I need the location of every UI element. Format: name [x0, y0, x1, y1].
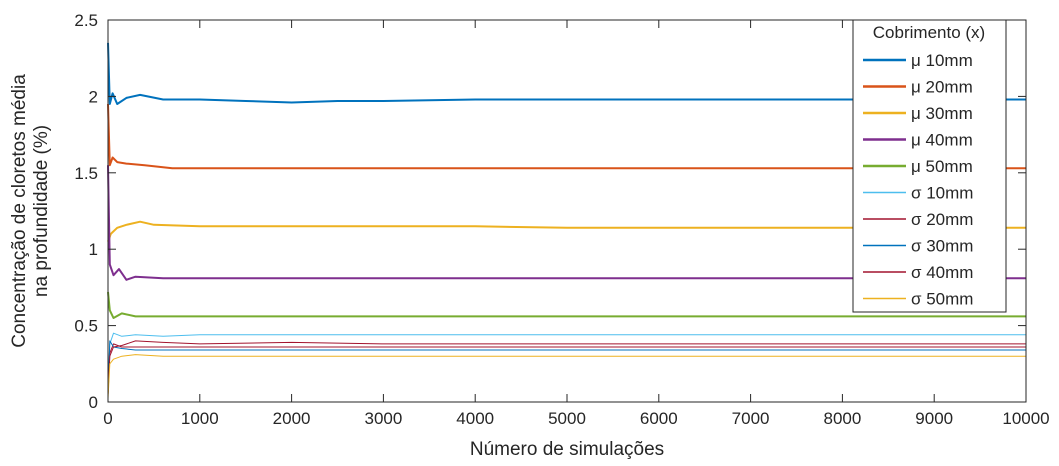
legend-label: μ 20mm	[911, 78, 973, 97]
series-line-9	[107, 340, 1026, 395]
legend-label: σ 50mm	[911, 290, 973, 309]
y-tick-label: 0	[89, 393, 98, 412]
series-line-4	[107, 165, 1026, 281]
legend-label: σ 10mm	[911, 184, 973, 203]
x-tick-label: 3000	[364, 409, 402, 428]
x-tick-label: 10000	[1002, 409, 1049, 428]
x-axis: 0 1000 2000 3000 4000 5000 6000 7000 8000 9000 100…	[103, 20, 1050, 428]
x-tick-label: 9000	[915, 409, 953, 428]
legend-items: μ 10mm μ 20mm μ 30mm μ 40mm μ 50mm σ 10mm σ 20…	[863, 51, 973, 309]
legend-label: σ 30mm	[911, 237, 973, 256]
y-axis-label-line1: Concentração de cloretos média	[9, 74, 30, 348]
y-tick-label: 2	[89, 87, 98, 106]
y-tick-label: 1.5	[74, 164, 98, 183]
x-tick-label: 1000	[181, 409, 219, 428]
series-line-5	[107, 291, 1026, 319]
legend-title: Cobrimento (x)	[873, 23, 985, 42]
x-tick-label: 5000	[548, 409, 586, 428]
series-line-2	[107, 103, 1026, 170]
x-tick-label: 4000	[456, 409, 494, 428]
legend-label: σ 40mm	[911, 263, 973, 282]
series-line-6	[107, 332, 1026, 395]
x-tick-label: 2000	[273, 409, 311, 428]
y-axis-label-line2: na profundidade (%)	[31, 125, 52, 297]
x-tick-label: 0	[103, 409, 112, 428]
y-axis: 0 0.5 1 1.5 2 2.5	[74, 11, 1026, 412]
series-line-1	[107, 42, 1026, 105]
legend-label: μ 10mm	[911, 51, 973, 70]
legend-label: σ 20mm	[911, 210, 973, 229]
series-line-7	[107, 343, 1026, 395]
series-line-8	[107, 340, 1026, 395]
y-tick-label: 1	[89, 240, 98, 259]
x-tick-label: 6000	[640, 409, 678, 428]
series-layer	[107, 42, 1026, 399]
legend-label: μ 30mm	[911, 104, 973, 123]
legend-label: μ 40mm	[911, 131, 973, 150]
x-tick-label: 8000	[823, 409, 861, 428]
x-axis-label: Número de simulações	[470, 439, 664, 460]
series-line-3	[107, 220, 1026, 242]
legend-label: μ 50mm	[911, 157, 973, 176]
y-tick-label: 2.5	[74, 11, 98, 30]
series-line-10	[107, 354, 1026, 399]
y-tick-label: 0.5	[74, 317, 98, 336]
x-tick-label: 7000	[732, 409, 770, 428]
